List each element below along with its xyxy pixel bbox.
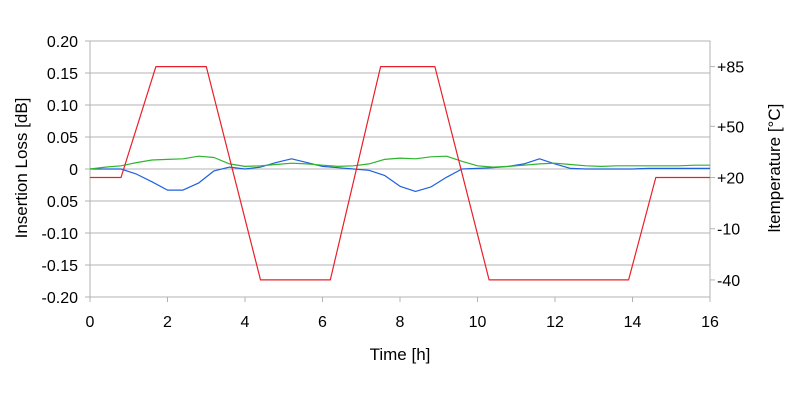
left-tick-label: 0.20	[47, 34, 78, 51]
x-tick-label: 2	[163, 314, 172, 331]
x-tick-label: 10	[469, 314, 487, 331]
left-tick-label: -0.15	[42, 258, 79, 275]
left-tick-label: -0.20	[42, 290, 79, 307]
series-line-1	[90, 158, 710, 192]
right-tick-label: -40	[717, 273, 740, 290]
right-axis-ticks: +85 +50 +20 -10 -40	[710, 60, 744, 290]
left-axis-ticks: 0.20 0.15 0.10 0.05 0 0.05 -0.10 -0.15 -0.20	[42, 34, 90, 307]
x-tick-label: 4	[241, 314, 250, 331]
x-axis-ticks: 0 2 4 6 8 10 12 14 16	[86, 297, 719, 331]
left-tick-label: 0	[69, 162, 78, 179]
right-tick-label: -10	[717, 222, 740, 239]
left-tick-label: 0.10	[47, 98, 78, 115]
x-axis-title: Time [h]	[370, 345, 431, 364]
right-tick-label: +50	[717, 119, 744, 136]
x-tick-label: 12	[546, 314, 564, 331]
series-lines	[89, 65, 710, 281]
right-tick-label: +85	[717, 60, 744, 77]
x-tick-label: 16	[701, 314, 719, 331]
x-tick-label: 0	[86, 314, 95, 331]
left-axis-title: Insertion Loss [dB]	[12, 98, 31, 239]
right-axis-title: ltemperature [°C]	[765, 104, 784, 233]
left-tick-label: 0.05	[47, 194, 78, 211]
x-tick-label: 8	[396, 314, 405, 331]
right-tick-label: +20	[717, 171, 744, 188]
left-tick-label: -0.10	[42, 226, 79, 243]
x-tick-label: 14	[624, 314, 642, 331]
left-tick-label: 0.15	[47, 66, 78, 83]
x-tick-label: 6	[318, 314, 327, 331]
left-tick-label: 0.05	[47, 130, 78, 147]
series-line-3	[90, 65, 710, 281]
series-line-2	[89, 155, 710, 170]
